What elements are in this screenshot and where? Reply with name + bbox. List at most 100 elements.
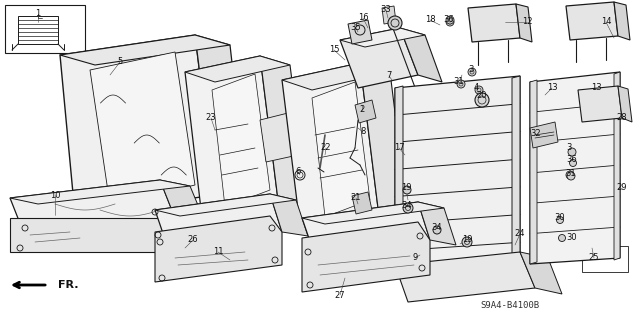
Circle shape	[475, 93, 489, 107]
Text: 34: 34	[432, 224, 442, 233]
Circle shape	[568, 148, 576, 156]
Polygon shape	[302, 222, 430, 292]
Polygon shape	[270, 194, 308, 236]
Polygon shape	[614, 72, 620, 260]
Text: 34: 34	[402, 202, 412, 211]
Bar	[5, 5, 85, 53]
Polygon shape	[348, 20, 372, 44]
Text: 30: 30	[555, 213, 565, 222]
Polygon shape	[60, 35, 215, 215]
Polygon shape	[302, 202, 444, 224]
Text: 30: 30	[566, 234, 577, 242]
Polygon shape	[155, 216, 282, 282]
Text: 6: 6	[295, 167, 301, 176]
Bar	[582, 246, 628, 272]
Text: 33: 33	[381, 5, 392, 14]
Polygon shape	[614, 2, 630, 40]
Text: 31: 31	[454, 78, 464, 86]
Text: 26: 26	[188, 235, 198, 244]
Text: 28: 28	[617, 114, 627, 122]
Polygon shape	[10, 180, 190, 204]
Text: 24: 24	[515, 229, 525, 239]
Circle shape	[403, 203, 413, 213]
Text: 10: 10	[50, 190, 60, 199]
Text: 15: 15	[329, 46, 339, 55]
Polygon shape	[195, 112, 232, 163]
Text: 14: 14	[601, 18, 611, 26]
Text: 29: 29	[617, 183, 627, 192]
Text: 3: 3	[468, 65, 474, 75]
Circle shape	[566, 171, 574, 179]
Polygon shape	[195, 35, 248, 205]
Text: 13: 13	[591, 84, 602, 93]
Text: 11: 11	[212, 248, 223, 256]
Text: 19: 19	[461, 235, 472, 244]
Polygon shape	[155, 194, 296, 216]
Text: 32: 32	[531, 130, 541, 138]
Text: 18: 18	[425, 16, 435, 25]
Polygon shape	[10, 180, 175, 236]
Text: 7: 7	[387, 71, 392, 80]
Polygon shape	[90, 52, 195, 205]
Circle shape	[475, 86, 483, 94]
Text: 16: 16	[358, 13, 368, 23]
Text: 17: 17	[394, 144, 404, 152]
Text: 13: 13	[547, 84, 557, 93]
Polygon shape	[578, 86, 622, 122]
Text: 21: 21	[351, 194, 361, 203]
Circle shape	[567, 172, 575, 180]
Text: 25: 25	[589, 254, 599, 263]
Polygon shape	[395, 86, 403, 278]
Text: FR.: FR.	[58, 280, 79, 290]
Polygon shape	[360, 63, 408, 218]
Polygon shape	[160, 180, 205, 222]
Circle shape	[557, 217, 563, 224]
Text: 3: 3	[566, 144, 572, 152]
Text: 27: 27	[335, 291, 346, 300]
Polygon shape	[382, 6, 396, 24]
Circle shape	[468, 68, 476, 76]
Text: 8: 8	[360, 128, 365, 137]
Polygon shape	[10, 218, 175, 252]
Polygon shape	[312, 82, 370, 217]
Polygon shape	[395, 252, 535, 302]
Circle shape	[446, 16, 454, 24]
Circle shape	[457, 80, 465, 88]
Circle shape	[403, 186, 411, 194]
Polygon shape	[155, 194, 282, 248]
Polygon shape	[618, 86, 632, 122]
Circle shape	[433, 226, 441, 234]
Polygon shape	[516, 4, 532, 42]
Polygon shape	[520, 252, 562, 294]
Text: 36: 36	[566, 155, 577, 165]
Polygon shape	[260, 112, 298, 162]
Circle shape	[388, 16, 402, 30]
Polygon shape	[212, 74, 270, 207]
Polygon shape	[512, 76, 520, 272]
Text: 19: 19	[401, 183, 412, 192]
Text: 20: 20	[477, 92, 487, 100]
Polygon shape	[340, 28, 425, 47]
Polygon shape	[566, 2, 618, 40]
Polygon shape	[352, 192, 372, 214]
Polygon shape	[530, 72, 620, 264]
Text: 23: 23	[205, 114, 216, 122]
Text: 12: 12	[522, 18, 532, 26]
Text: 4: 4	[474, 84, 479, 93]
Circle shape	[462, 237, 472, 247]
Polygon shape	[282, 63, 378, 226]
Text: S9A4-B4100B: S9A4-B4100B	[480, 300, 539, 309]
Text: 2: 2	[360, 106, 365, 115]
Text: 36: 36	[444, 16, 454, 25]
Text: 22: 22	[321, 144, 332, 152]
Text: 5: 5	[117, 57, 123, 66]
Text: 35: 35	[351, 24, 362, 33]
Polygon shape	[302, 202, 430, 256]
Polygon shape	[185, 56, 278, 218]
Polygon shape	[468, 4, 520, 42]
Text: 31: 31	[566, 169, 576, 179]
Polygon shape	[400, 28, 442, 82]
Polygon shape	[530, 122, 558, 148]
Polygon shape	[60, 35, 230, 65]
Text: 1: 1	[35, 10, 40, 19]
